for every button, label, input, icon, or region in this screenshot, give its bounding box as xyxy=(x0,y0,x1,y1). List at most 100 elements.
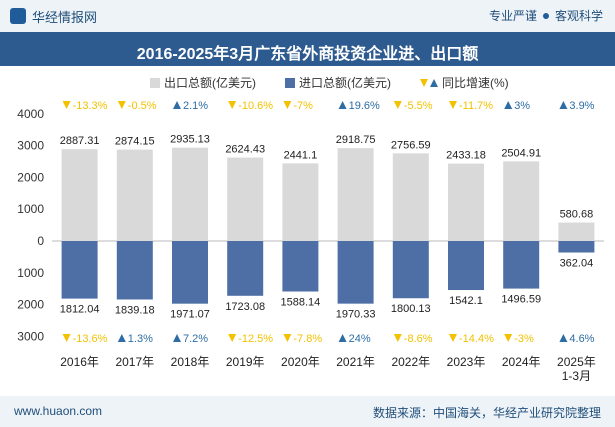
export-value-label: 2874.15 xyxy=(115,136,155,148)
site-name: 华经情报网 xyxy=(32,10,98,25)
import-down-icon xyxy=(228,334,237,342)
import-growth-label: -12.5% xyxy=(238,333,273,345)
export-value-label: 2918.75 xyxy=(336,134,376,146)
import-up-icon xyxy=(117,334,126,342)
export-bar xyxy=(116,149,153,241)
y-tick-label: 0 xyxy=(37,234,44,248)
x-tick-label: 2020年 xyxy=(281,355,320,369)
import-down-icon xyxy=(449,334,457,342)
import-bar xyxy=(558,241,595,253)
x-tick-label: 2024年 xyxy=(502,355,541,369)
export-down-icon xyxy=(283,101,292,109)
import-bar xyxy=(61,241,98,299)
legend-down-icon xyxy=(420,79,428,87)
import-value-label: 1723.08 xyxy=(225,301,265,313)
export-up-icon xyxy=(504,101,513,109)
import-growth-label: -7.8% xyxy=(293,333,322,345)
export-down-icon xyxy=(449,101,457,109)
import-down-icon xyxy=(283,334,292,342)
export-value-label: 2887.31 xyxy=(60,135,100,147)
import-value-label: 362.04 xyxy=(560,258,594,270)
y-tick-label: 4000 xyxy=(17,107,44,121)
import-up-icon xyxy=(559,334,568,342)
import-bar xyxy=(282,241,319,292)
export-down-icon xyxy=(62,101,71,109)
y-tick-label: 3000 xyxy=(17,139,44,153)
export-bar xyxy=(503,161,540,241)
chart-title: 2016-2025年3月广东省外商投资企业进、出口额 xyxy=(136,46,479,63)
import-bar xyxy=(227,241,264,296)
legend-up-icon xyxy=(430,79,438,87)
export-value-label: 2504.91 xyxy=(501,147,541,159)
legend-swatch-0 xyxy=(150,78,160,88)
export-value-label: 2624.43 xyxy=(225,144,265,156)
export-up-icon xyxy=(338,101,347,109)
export-bar xyxy=(227,157,264,241)
y-tick-label: 2000 xyxy=(17,170,44,184)
export-growth-label: -10.6% xyxy=(238,100,273,112)
export-growth-label: 3% xyxy=(514,100,530,112)
export-down-icon xyxy=(228,101,237,109)
export-bar xyxy=(392,153,429,241)
export-bar xyxy=(448,163,484,241)
export-up-icon xyxy=(559,101,568,109)
legend-label-2: 同比增速(%) xyxy=(442,76,509,90)
y-tick-label: 1000 xyxy=(17,266,44,280)
export-value-label: 2433.18 xyxy=(446,150,486,162)
import-growth-label: 7.2% xyxy=(183,333,208,345)
import-value-label: 1800.13 xyxy=(391,303,431,315)
x-tick-label: 2016年 xyxy=(60,355,99,369)
import-growth-label: -3% xyxy=(514,333,534,345)
legend-label-1: 进口总额(亿美元) xyxy=(299,75,391,90)
x-tick-label: 2023年 xyxy=(447,355,486,369)
export-value-label: 2935.13 xyxy=(170,134,210,146)
x-tick-label: 1-3月 xyxy=(562,369,591,383)
export-value-label: 2441.1 xyxy=(284,149,318,161)
export-growth-label: -13.3% xyxy=(73,100,108,112)
export-bar xyxy=(61,149,98,241)
export-down-icon xyxy=(117,101,126,109)
export-growth-label: 19.6% xyxy=(349,100,380,112)
x-tick-label: 2025年 xyxy=(557,355,596,369)
import-value-label: 1970.33 xyxy=(336,309,376,321)
legend-swatch-1 xyxy=(285,78,295,88)
import-growth-label: 4.6% xyxy=(569,333,594,345)
import-growth-label: -8.6% xyxy=(404,333,433,345)
export-bar xyxy=(282,163,319,241)
import-growth-label: 1.3% xyxy=(128,333,153,345)
import-value-label: 1839.18 xyxy=(115,304,155,316)
export-down-icon xyxy=(393,101,402,109)
import-bar xyxy=(392,241,429,299)
import-bar xyxy=(448,241,484,291)
x-tick-label: 2017年 xyxy=(115,355,154,369)
y-tick-label: 1000 xyxy=(17,202,44,216)
import-down-icon xyxy=(62,334,71,342)
import-up-icon xyxy=(338,334,347,342)
export-bar xyxy=(337,148,374,241)
export-growth-label: -7% xyxy=(293,100,313,112)
title-band xyxy=(0,32,615,66)
footer-source: 数据来源：中国海关，华经产业研究院整理 xyxy=(372,406,601,420)
import-value-label: 1542.1 xyxy=(449,295,483,307)
import-up-icon xyxy=(173,334,181,342)
import-down-icon xyxy=(393,334,402,342)
top-banner xyxy=(0,0,615,32)
export-value-label: 2756.59 xyxy=(391,139,431,151)
y-tick-label: 2000 xyxy=(17,298,44,312)
import-bar xyxy=(172,241,208,304)
export-up-icon xyxy=(173,101,181,109)
export-value-label: 580.68 xyxy=(560,209,594,221)
x-tick-label: 2022年 xyxy=(391,355,430,369)
x-tick-label: 2021年 xyxy=(336,355,375,369)
tagline: 专业严谨 客观科学 xyxy=(489,7,603,24)
import-bar xyxy=(503,241,540,289)
bullet-icon xyxy=(542,13,549,20)
chart: 出口总额(亿美元) 进口总额(亿美元) 同比增速(%) 4000 3000 2000 100… xyxy=(17,75,604,383)
import-value-label: 1812.04 xyxy=(60,304,100,316)
y-tick-label: 3000 xyxy=(17,329,44,343)
export-bar xyxy=(172,147,208,241)
import-bar xyxy=(337,241,374,304)
footer-url: www.huaon.com xyxy=(14,404,103,418)
export-growth-label: -0.5% xyxy=(128,100,157,112)
import-value-label: 1588.14 xyxy=(281,297,321,309)
